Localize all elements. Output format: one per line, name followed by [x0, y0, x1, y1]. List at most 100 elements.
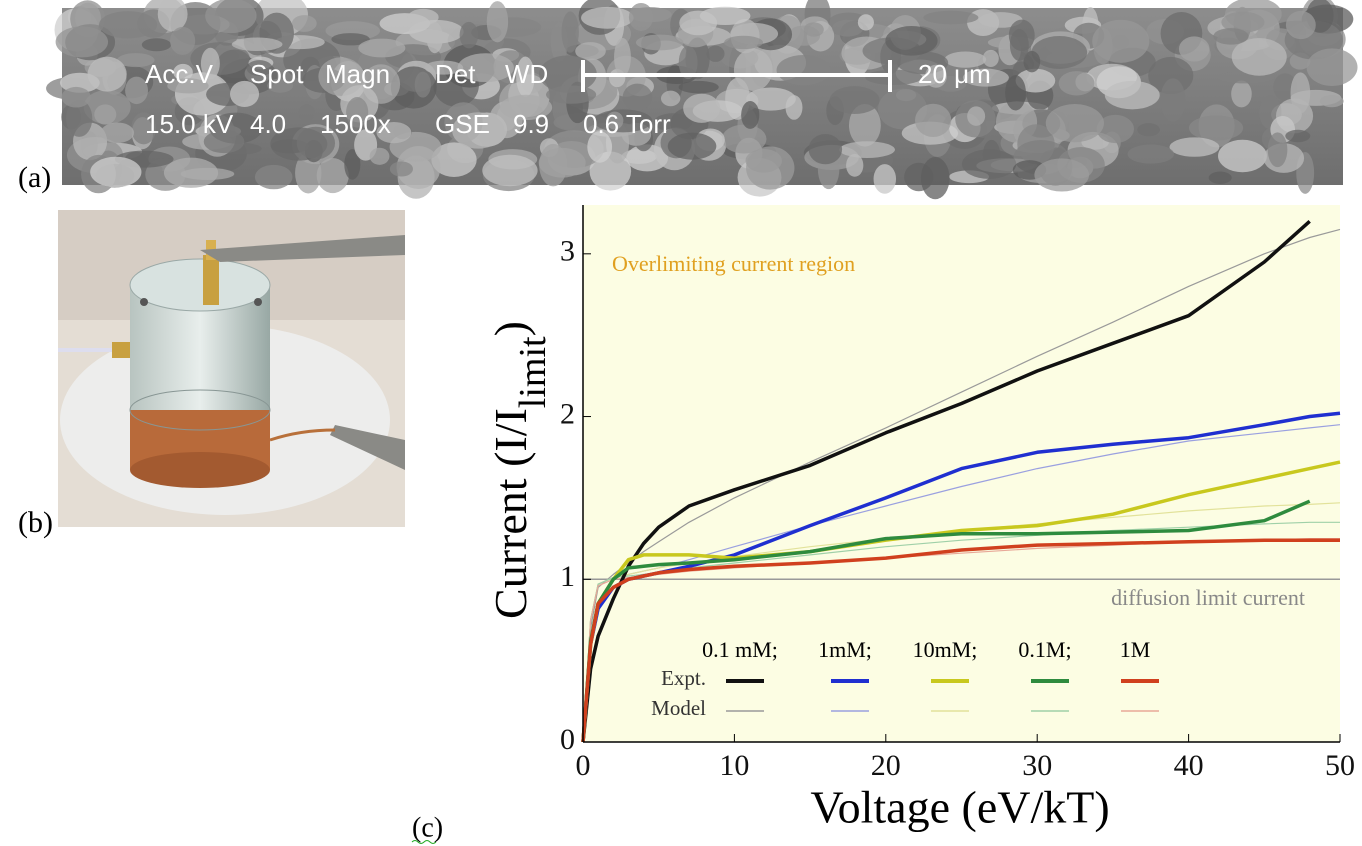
sem-grain — [452, 112, 505, 149]
sem-grain — [1023, 50, 1041, 73]
sem-grain — [291, 15, 317, 32]
sem-grain — [808, 133, 843, 165]
sem-grain — [746, 87, 796, 111]
sem-grain — [538, 147, 586, 178]
sem-value: GSE — [435, 109, 490, 139]
sem-grain — [605, 121, 630, 164]
sem-grain — [1306, 48, 1358, 87]
x-tick-label: 10 — [719, 749, 749, 782]
sem-grain — [482, 154, 538, 187]
sem-grain — [1137, 123, 1160, 137]
sem-grain — [376, 121, 412, 144]
sem-grain — [231, 37, 283, 52]
sem-grain — [295, 152, 322, 194]
sem-grain — [1267, 132, 1288, 168]
sem-grain — [915, 103, 952, 138]
sem-header: Det — [435, 59, 476, 89]
sem-header: Magn — [325, 59, 390, 89]
sem-grain — [1058, 71, 1095, 96]
sem-value: 9.9 — [513, 109, 549, 139]
sem-grain — [628, 2, 654, 31]
sem-grain — [414, 71, 431, 98]
x-tick-label: 30 — [1022, 749, 1052, 782]
sem-grain — [94, 104, 117, 125]
panel-label: (b) — [18, 506, 53, 539]
sem-grain — [746, 146, 795, 190]
sem-grain — [1319, 95, 1344, 108]
sem-grain — [1188, 115, 1244, 141]
sem-grain — [1231, 80, 1252, 108]
sem-grain — [318, 57, 364, 97]
sem-grain — [721, 124, 767, 154]
sem-grain — [733, 48, 773, 91]
sem-grain — [87, 56, 127, 92]
sem-grain — [1031, 36, 1088, 69]
x-tick-label: 40 — [1174, 749, 1204, 782]
sem-grain — [724, 35, 763, 50]
sem-grain — [170, 26, 196, 55]
sem-grain — [424, 60, 464, 75]
model-line — [582, 228, 1341, 743]
sem-value: 4.0 — [250, 109, 286, 139]
sem-grain — [1221, 11, 1265, 33]
y-axis-label-end: ) — [485, 321, 536, 336]
sem-grain — [873, 164, 897, 194]
sem-grain — [499, 94, 553, 121]
sem-grain — [1127, 144, 1175, 164]
sem-grain — [776, 54, 831, 86]
sem-grain — [622, 83, 653, 111]
sem-grain — [561, 11, 579, 53]
y-axis-label-main: Current (I/I — [485, 408, 536, 619]
sem-grain — [967, 106, 986, 126]
sem-grain — [683, 93, 721, 123]
y-tick-label: 2 — [560, 397, 575, 430]
sem-grain — [167, 78, 209, 94]
panel-label: (a) — [18, 161, 51, 194]
sem-grain — [587, 131, 613, 163]
sem-grain — [621, 149, 657, 164]
sem-grain — [426, 22, 443, 54]
sem-value: 15.0 kV — [145, 109, 234, 139]
spell-underline — [411, 840, 437, 844]
sem-grain — [1160, 78, 1186, 122]
legend-row-label: Model — [651, 696, 706, 720]
sem-grain — [848, 103, 881, 147]
y-tick-label: 0 — [560, 723, 575, 756]
sem-grain — [298, 104, 315, 122]
sem-grain — [1218, 139, 1267, 173]
sem-grain — [459, 21, 479, 49]
panel-label: (c) — [412, 812, 443, 843]
sem-grain — [1092, 19, 1150, 63]
sem-texture — [46, 0, 1358, 200]
sem-grain — [125, 76, 148, 105]
sem-grain — [832, 19, 864, 37]
model-line — [582, 521, 1340, 743]
legend-label: 1M — [1120, 637, 1151, 662]
legend-label: 0.1 mM; — [702, 637, 778, 662]
legend-label: 0.1M; — [1018, 637, 1071, 662]
sem-grain — [575, 42, 606, 61]
legend-label: 1mM; — [818, 637, 872, 662]
x-tick-label: 0 — [576, 749, 591, 782]
plot-area — [583, 205, 1340, 742]
sem-grain — [741, 101, 760, 129]
sem-grain — [1213, 28, 1249, 45]
sem-grain — [431, 142, 477, 177]
sem-grain — [978, 12, 1023, 28]
y-tick-label: 3 — [560, 235, 575, 268]
y-axis-label: Current (I/Ilimit) — [485, 321, 554, 619]
sem-grain — [660, 90, 681, 107]
annotation: Overlimiting current region — [612, 251, 855, 276]
sem-grain — [205, 0, 257, 34]
sem-grain — [358, 38, 406, 58]
sem-grain — [679, 10, 718, 36]
sem-grain — [920, 157, 950, 200]
sem-grain — [246, 60, 273, 77]
sem-grain — [1034, 158, 1090, 192]
data-line — [581, 219, 1311, 743]
sem-grain — [706, 45, 725, 62]
reference-label: diffusion limit current — [1111, 585, 1305, 610]
sem-header: WD — [505, 59, 548, 89]
sem-grain — [98, 11, 158, 39]
sem-grain — [389, 161, 413, 177]
